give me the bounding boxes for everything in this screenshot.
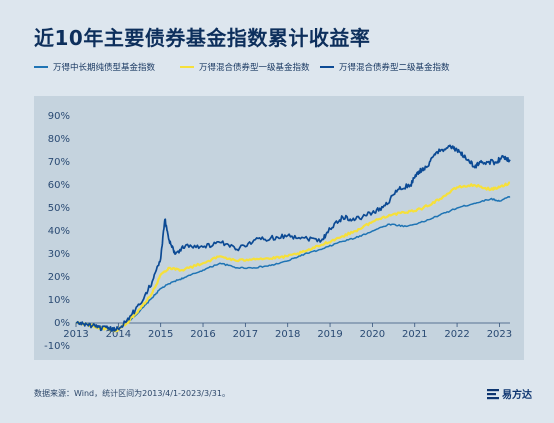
y-tick-label: 70% — [48, 157, 70, 168]
legend-item-series1: 万得中长期纯债型基金指数 — [34, 61, 155, 73]
data-source-note: 数据来源：Wind，统计区间为2013/4/1-2023/3/31。 — [34, 389, 230, 398]
x-tick-label: 2021 — [402, 329, 427, 340]
y-tick-label: 20% — [48, 272, 70, 283]
plot-area: -10% 0% 10% 20% 30% 40% 50% 60% 70% 80% 90% 2013 201… — [34, 96, 524, 360]
x-tick-label: 2014 — [106, 329, 131, 340]
line-chart: -10% 0% 10% 20% 30% 40% 50% 60% 70% 80% 90% 2013 201… — [44, 111, 512, 352]
chart-title: 近10年主要债券基金指数累计收益率 — [34, 26, 371, 50]
legend-swatch-series3 — [320, 66, 334, 68]
x-tick-label: 2022 — [444, 329, 469, 340]
legend-swatch-series1 — [34, 66, 48, 68]
legend-label-series3: 万得混合债券型二级基金指数 — [339, 63, 450, 73]
x-tick-label: 2019 — [317, 329, 342, 340]
brand-logo: 易方达 — [487, 386, 532, 401]
y-tick-label: 80% — [48, 134, 70, 145]
series-line-1 — [75, 195, 511, 331]
legend-label-series2: 万得混合债券型一级基金指数 — [199, 63, 310, 73]
series-line-2 — [75, 181, 511, 333]
y-tick-label: 60% — [48, 180, 70, 191]
y-tick-label: 40% — [48, 226, 70, 237]
legend-item-series3: 万得混合债券型二级基金指数 — [320, 61, 450, 73]
legend-swatch-series2 — [180, 66, 194, 68]
x-tick-label: 2016 — [190, 329, 215, 340]
y-tick-label: 50% — [48, 203, 70, 214]
series-line-3 — [75, 144, 511, 332]
x-tick-label: 2017 — [233, 329, 258, 340]
brand-name: 易方达 — [502, 390, 532, 401]
chart-legend: 万得中长期纯债型基金指数 万得混合债券型一级基金指数 万得混合债券型二级基金指数 — [34, 61, 534, 75]
y-tick-label: 10% — [48, 295, 70, 306]
y-tick-label: -10% — [44, 341, 70, 352]
x-tick-label: 2013 — [63, 329, 88, 340]
x-tick-label: 2023 — [487, 329, 512, 340]
x-tick-label: 2018 — [275, 329, 300, 340]
legend-label-series1: 万得中长期纯债型基金指数 — [53, 63, 156, 73]
brand-mark-icon — [487, 388, 499, 399]
y-tick-label: 0% — [54, 318, 70, 329]
y-tick-label: 30% — [48, 249, 70, 260]
y-tick-label: 90% — [48, 111, 70, 122]
x-tick-label: 2015 — [148, 329, 173, 340]
x-tick-label: 2020 — [360, 329, 385, 340]
legend-item-series2: 万得混合债券型一级基金指数 — [180, 61, 310, 73]
